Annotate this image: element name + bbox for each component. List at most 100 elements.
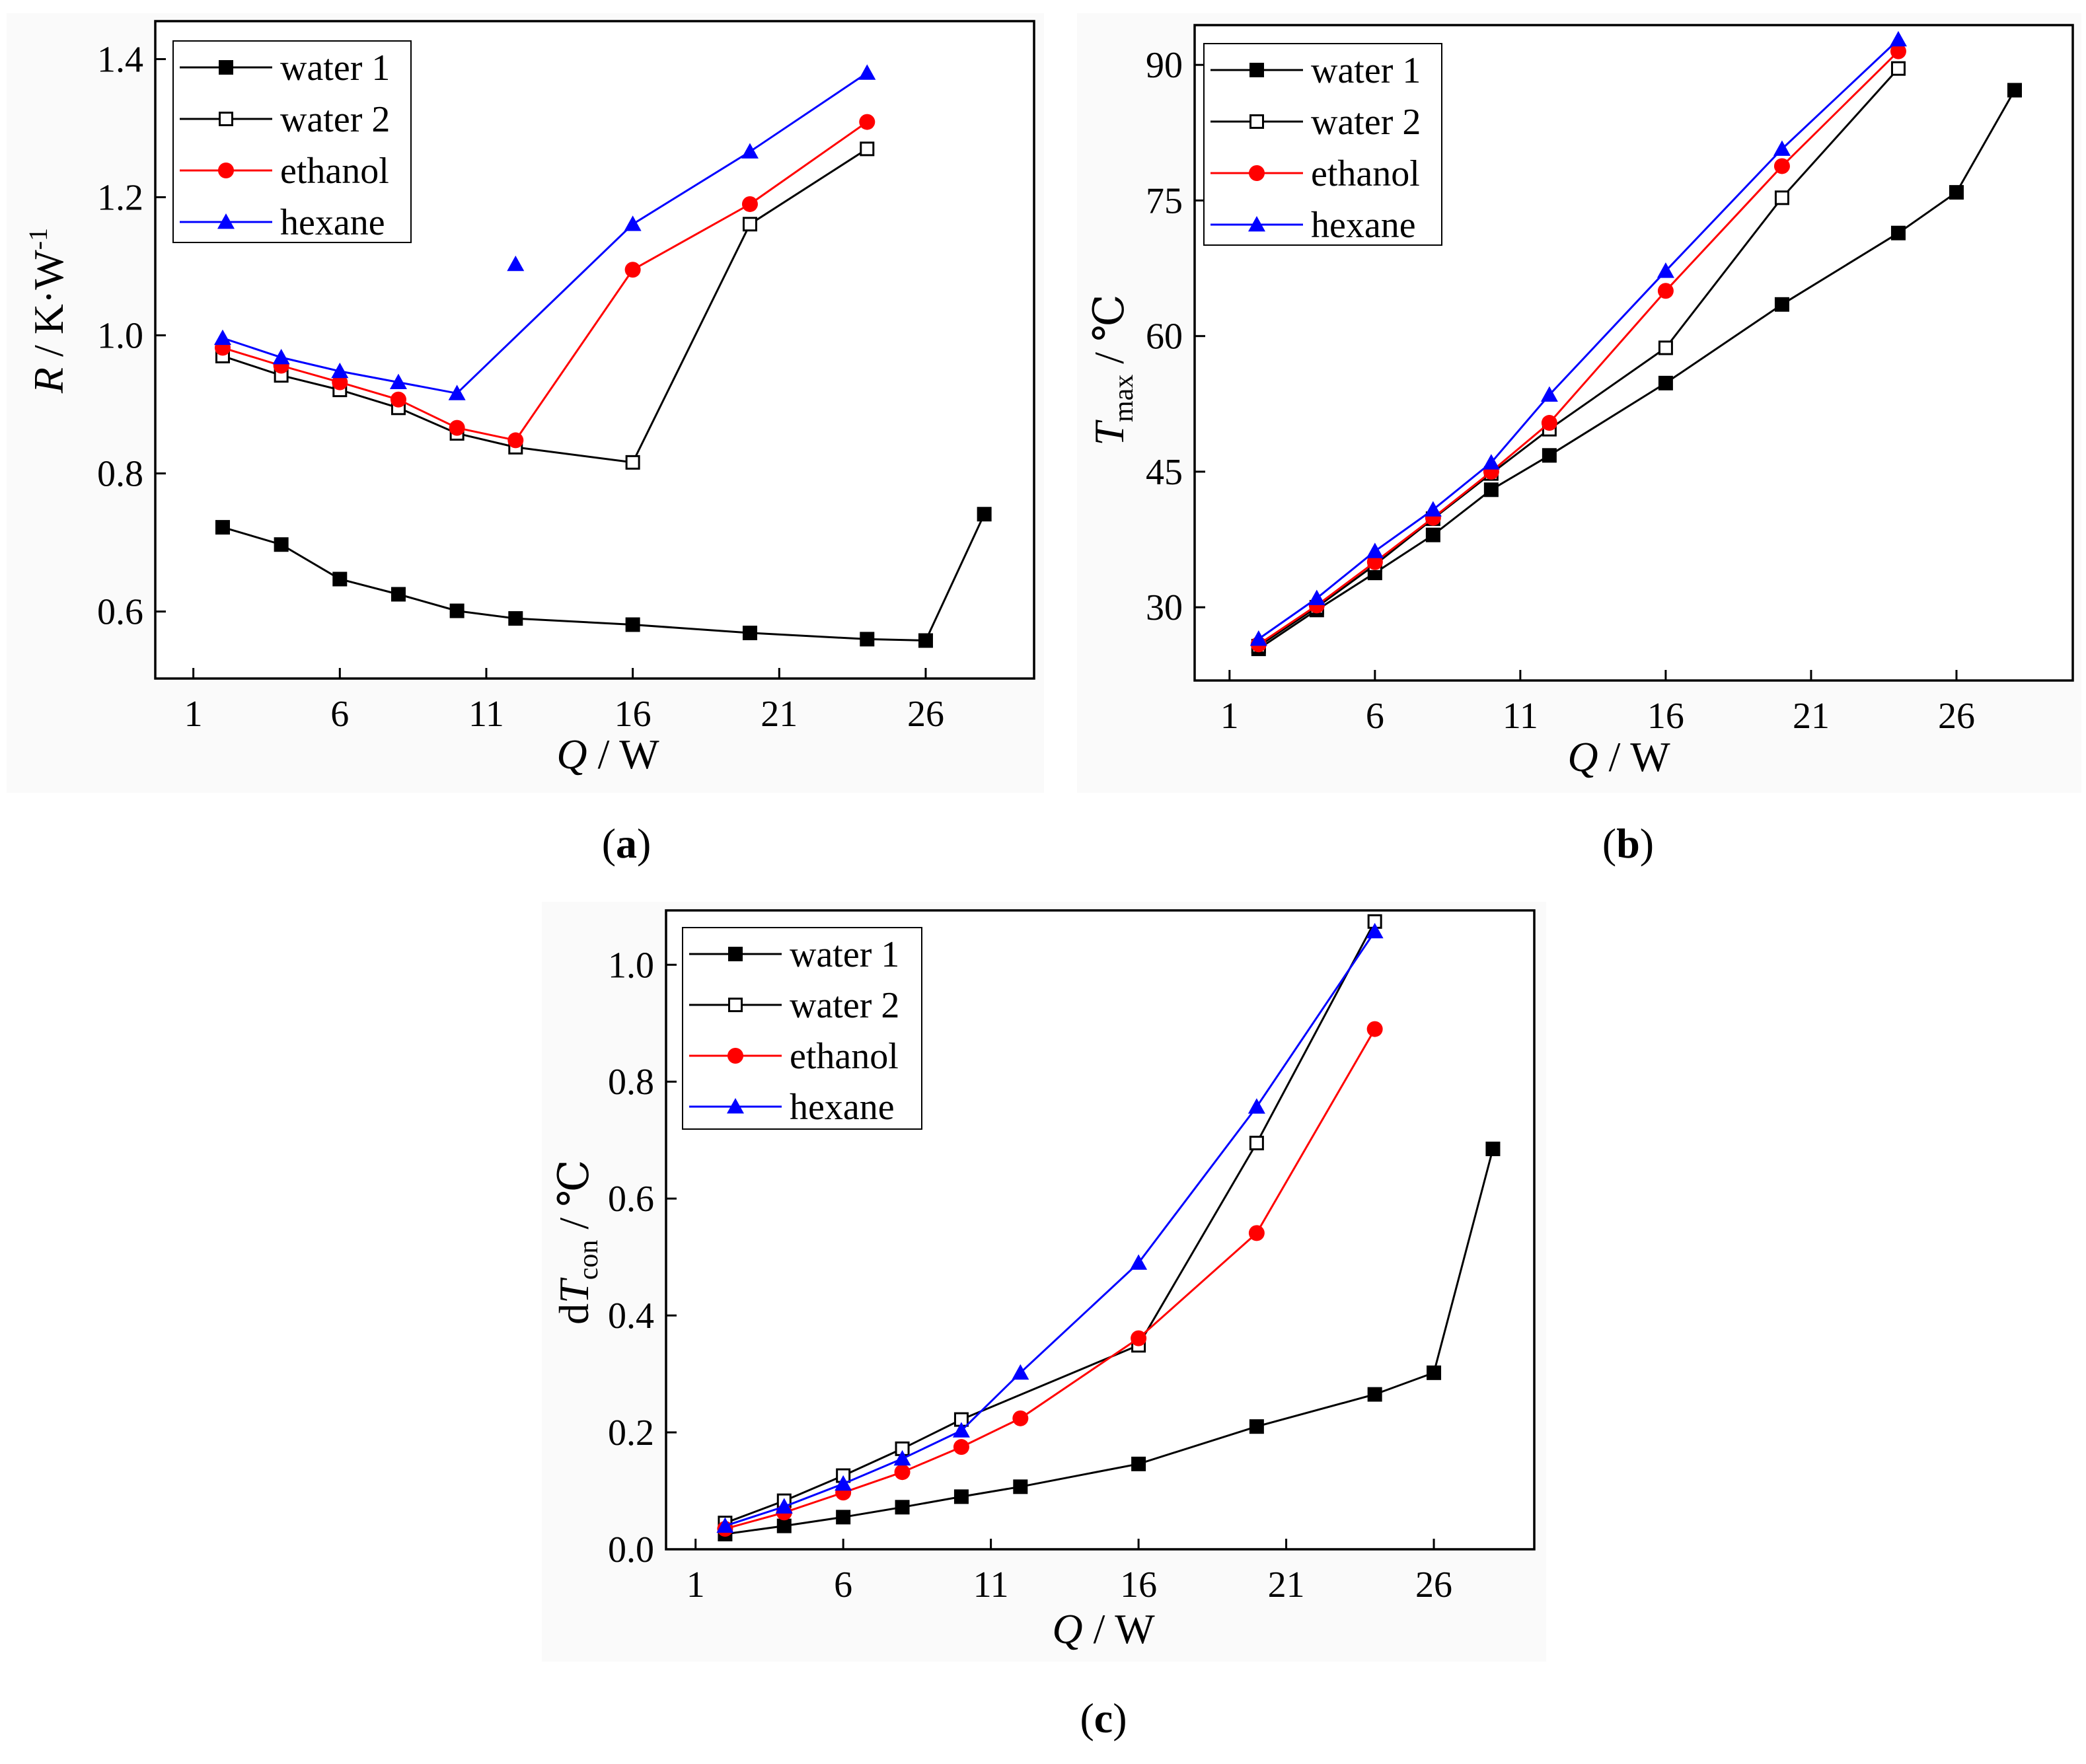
data-point [775, 1498, 793, 1514]
data-point [507, 255, 525, 272]
data-point [272, 348, 290, 365]
data-point [859, 114, 875, 130]
series-hexane [716, 922, 1384, 1533]
y-tick-label: 0.0 [608, 1529, 654, 1570]
x-tick-label: 21 [1268, 1564, 1305, 1605]
data-point [1773, 140, 1791, 156]
data-point [1485, 1141, 1501, 1156]
x-tick-label: 21 [1793, 696, 1830, 737]
y-axis-label-a: R / K·W-1 [23, 228, 72, 394]
plot-area-c: 1 6 11 16 21 260.00.20.40.60.81.0 water 1water… [608, 909, 1536, 1605]
y-tick-label: 0.8 [97, 454, 143, 495]
y-tick-label: 1.2 [97, 178, 143, 219]
y-tick-label: 1.4 [97, 39, 143, 80]
x-tick-label: 1 [1220, 696, 1239, 737]
data-point [332, 571, 348, 587]
y-axis-label-b: Tmax / ℃ [1086, 294, 1139, 445]
panel-caption-a: (a) [602, 820, 652, 867]
x-tick-label: 1 [184, 694, 203, 735]
data-point [390, 391, 406, 408]
data-point [742, 626, 757, 641]
y-tick-label: 0.4 [608, 1296, 654, 1337]
legend-marker [728, 998, 743, 1012]
x-tick-label: 16 [615, 694, 652, 735]
y-axis-label-c: dTcon / ℃ [550, 1159, 604, 1325]
y-tick-label: 45 [1146, 452, 1183, 493]
x-tick-label: 6 [834, 1564, 852, 1605]
x-axis-label-c: Q / W [1052, 1605, 1155, 1652]
data-point [894, 1464, 911, 1481]
data-point [1012, 1410, 1029, 1426]
data-point [953, 1489, 969, 1504]
legend-box [682, 927, 922, 1130]
data-point [776, 1518, 792, 1533]
data-point [1773, 158, 1790, 174]
data-point [716, 1517, 734, 1533]
data-point [1249, 1419, 1264, 1434]
data-point [1012, 1364, 1029, 1380]
data-point [742, 217, 757, 232]
data-point [1657, 262, 1674, 278]
data-point [1424, 501, 1442, 517]
data-point [1658, 340, 1673, 355]
data-point [624, 215, 642, 231]
data-point [1308, 589, 1325, 605]
data-point [1366, 542, 1384, 558]
data-point [1890, 43, 1906, 59]
data-point [448, 385, 466, 400]
data-point [1890, 225, 1906, 240]
data-point [1427, 1365, 1442, 1380]
series-line [724, 921, 1376, 1524]
data-point [836, 1510, 851, 1525]
legend-label: water 1 [280, 48, 390, 89]
data-point [625, 455, 640, 470]
data-point [1366, 1021, 1383, 1037]
data-point [1482, 454, 1500, 470]
data-point [507, 432, 524, 449]
data-point [1131, 1456, 1146, 1471]
legend-marker [1248, 216, 1265, 232]
data-point [1541, 415, 1557, 431]
x-tick-label: 11 [468, 694, 504, 735]
data-point [1366, 554, 1383, 570]
data-point [391, 587, 406, 602]
data-point [1425, 527, 1440, 542]
legend-label: water 2 [790, 985, 899, 1026]
legend-label: water 1 [1311, 50, 1421, 91]
legend-marker [217, 213, 235, 229]
x-tick-label: 26 [907, 694, 944, 735]
panel-caption-c: (c) [1080, 1695, 1127, 1742]
legend-marker [1249, 165, 1265, 181]
legend-marker [1249, 63, 1264, 77]
legend-label: water 2 [1311, 102, 1421, 143]
legend-marker [1249, 114, 1264, 129]
x-tick-label: 11 [1503, 696, 1538, 737]
data-point [1774, 190, 1789, 205]
data-point [389, 373, 407, 390]
x-axis-label-b: Q / W [1567, 733, 1670, 780]
legend: water 1 water 2 ethanol hexane [1203, 43, 1442, 246]
data-point [1657, 283, 1674, 299]
data-point [1774, 297, 1789, 312]
y-tick-label: 1.0 [97, 316, 143, 357]
x-tick-label: 6 [1366, 696, 1384, 737]
y-tick-label: 0.6 [97, 592, 143, 633]
x-tick-label: 26 [1415, 1564, 1452, 1605]
data-point [1248, 1098, 1265, 1114]
data-point [835, 1475, 852, 1491]
legend-marker [727, 1098, 744, 1114]
data-point [1131, 1330, 1147, 1346]
data-point [952, 1422, 970, 1438]
data-point [953, 1439, 969, 1455]
series-water-1 [215, 507, 992, 648]
panel-caption-b: (b) [1602, 820, 1654, 867]
data-point [860, 141, 875, 157]
y-tick-label: 1.0 [608, 945, 654, 986]
legend-label: ethanol [280, 151, 389, 192]
y-tick-label: 60 [1146, 316, 1183, 357]
data-point [449, 603, 465, 618]
x-tick-label: 26 [1938, 696, 1975, 737]
